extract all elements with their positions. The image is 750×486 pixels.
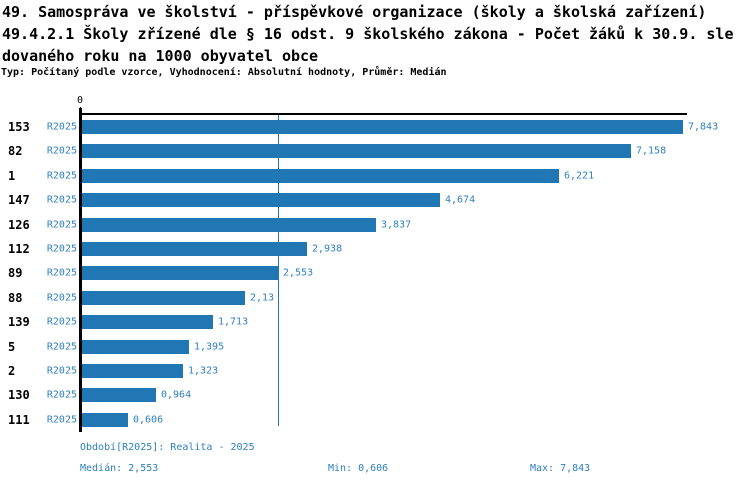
chart-row: 139 R2025 1,713: [0, 310, 750, 334]
bar-value-label: 2,553: [283, 267, 314, 279]
row-category-label: 89: [8, 266, 23, 280]
row-category-label: 112: [8, 242, 30, 256]
bar-value-label: 2,938: [312, 243, 343, 255]
row-category-label: 111: [8, 413, 30, 427]
chart-row: 111 R2025 0,606: [0, 408, 750, 432]
page-title-line3: dovaného roku na 1000 obyvatel obce: [2, 47, 319, 65]
bar-value-label: 1,713: [218, 316, 249, 328]
bar-value-label: 7,843: [688, 121, 719, 133]
chart-row: 5 R2025 1,395: [0, 335, 750, 359]
value-bar: [82, 340, 189, 355]
value-bar: [82, 218, 376, 233]
row-category-label: 5: [8, 340, 16, 354]
row-series-label: R2025: [46, 267, 77, 279]
chart-row: 126 R2025 3,837: [0, 213, 750, 237]
bar-value-label: 4,674: [445, 194, 476, 206]
bar-value-label: 2,13: [250, 292, 275, 304]
page-title-line1: 49. Samospráva ve školství - příspěvkové…: [2, 3, 707, 21]
row-series-label: R2025: [46, 219, 77, 231]
y-axis-line: [79, 108, 82, 432]
row-series-label: R2025: [46, 341, 77, 353]
plot-top-border: [80, 113, 687, 115]
row-category-label: 82: [8, 144, 23, 158]
report-subtitle: Typ: Počítaný podle vzorce, Vyhodnocení:…: [1, 67, 447, 78]
chart-row: 1 R2025 6,221: [0, 164, 750, 188]
value-bar: [82, 193, 440, 208]
row-series-label: R2025: [46, 414, 77, 426]
value-bar: [82, 169, 559, 184]
row-series-label: R2025: [46, 121, 77, 133]
chart-row: 82 R2025 7,158: [0, 139, 750, 163]
row-category-label: 139: [8, 315, 30, 329]
value-bar: [82, 266, 278, 281]
bar-value-label: 1,395: [194, 341, 225, 353]
row-series-label: R2025: [46, 389, 77, 401]
row-series-label: R2025: [46, 243, 77, 255]
value-bar: [82, 242, 307, 257]
footer-period-label: Období[R2025]: Realita - 2025: [80, 442, 255, 453]
row-category-label: 88: [8, 291, 23, 305]
row-category-label: 147: [8, 193, 30, 207]
row-series-label: R2025: [46, 292, 77, 304]
bar-value-label: 0,606: [133, 414, 164, 426]
chart-row: 130 R2025 0,964: [0, 383, 750, 407]
median-line: [278, 115, 279, 426]
value-bar: [82, 120, 683, 135]
row-series-label: R2025: [46, 365, 77, 377]
value-bar: [82, 388, 156, 403]
chart-row: 147 R2025 4,674: [0, 188, 750, 212]
page-title-line2: 49.4.2.1 Školy zřízené dle § 16 odst. 9 …: [2, 25, 734, 43]
chart-row: 112 R2025 2,938: [0, 237, 750, 261]
row-series-label: R2025: [46, 145, 77, 157]
chart-row: 88 R2025 2,13: [0, 286, 750, 310]
row-category-label: 1: [8, 169, 16, 183]
row-series-label: R2025: [46, 194, 77, 206]
value-bar: [82, 413, 128, 428]
bar-value-label: 0,964: [161, 389, 192, 401]
value-bar: [82, 364, 183, 379]
footer-min-label: Min: 0,606: [328, 463, 389, 474]
footer-max-label: Max: 7,843: [530, 463, 591, 474]
bar-value-label: 3,837: [381, 219, 412, 231]
row-category-label: 2: [8, 364, 16, 378]
row-category-label: 153: [8, 120, 30, 134]
bar-value-label: 7,158: [636, 145, 667, 157]
axis-zero-label: 0: [76, 95, 84, 106]
value-bar: [82, 291, 245, 306]
footer-median-label: Medián: 2,553: [80, 463, 159, 474]
row-category-label: 130: [8, 388, 30, 402]
chart-row: 2 R2025 1,323: [0, 359, 750, 383]
bar-value-label: 1,323: [188, 365, 219, 377]
bar-value-label: 6,221: [564, 170, 595, 182]
page-title: 49. Samospráva ve školství - příspěvkové…: [2, 1, 734, 67]
chart-row: 153 R2025 7,843: [0, 115, 750, 139]
row-category-label: 126: [8, 218, 30, 232]
value-bar: [82, 315, 213, 330]
value-bar: [82, 144, 631, 159]
row-series-label: R2025: [46, 170, 77, 182]
row-series-label: R2025: [46, 316, 77, 328]
chart-row: 89 R2025 2,553: [0, 261, 750, 285]
